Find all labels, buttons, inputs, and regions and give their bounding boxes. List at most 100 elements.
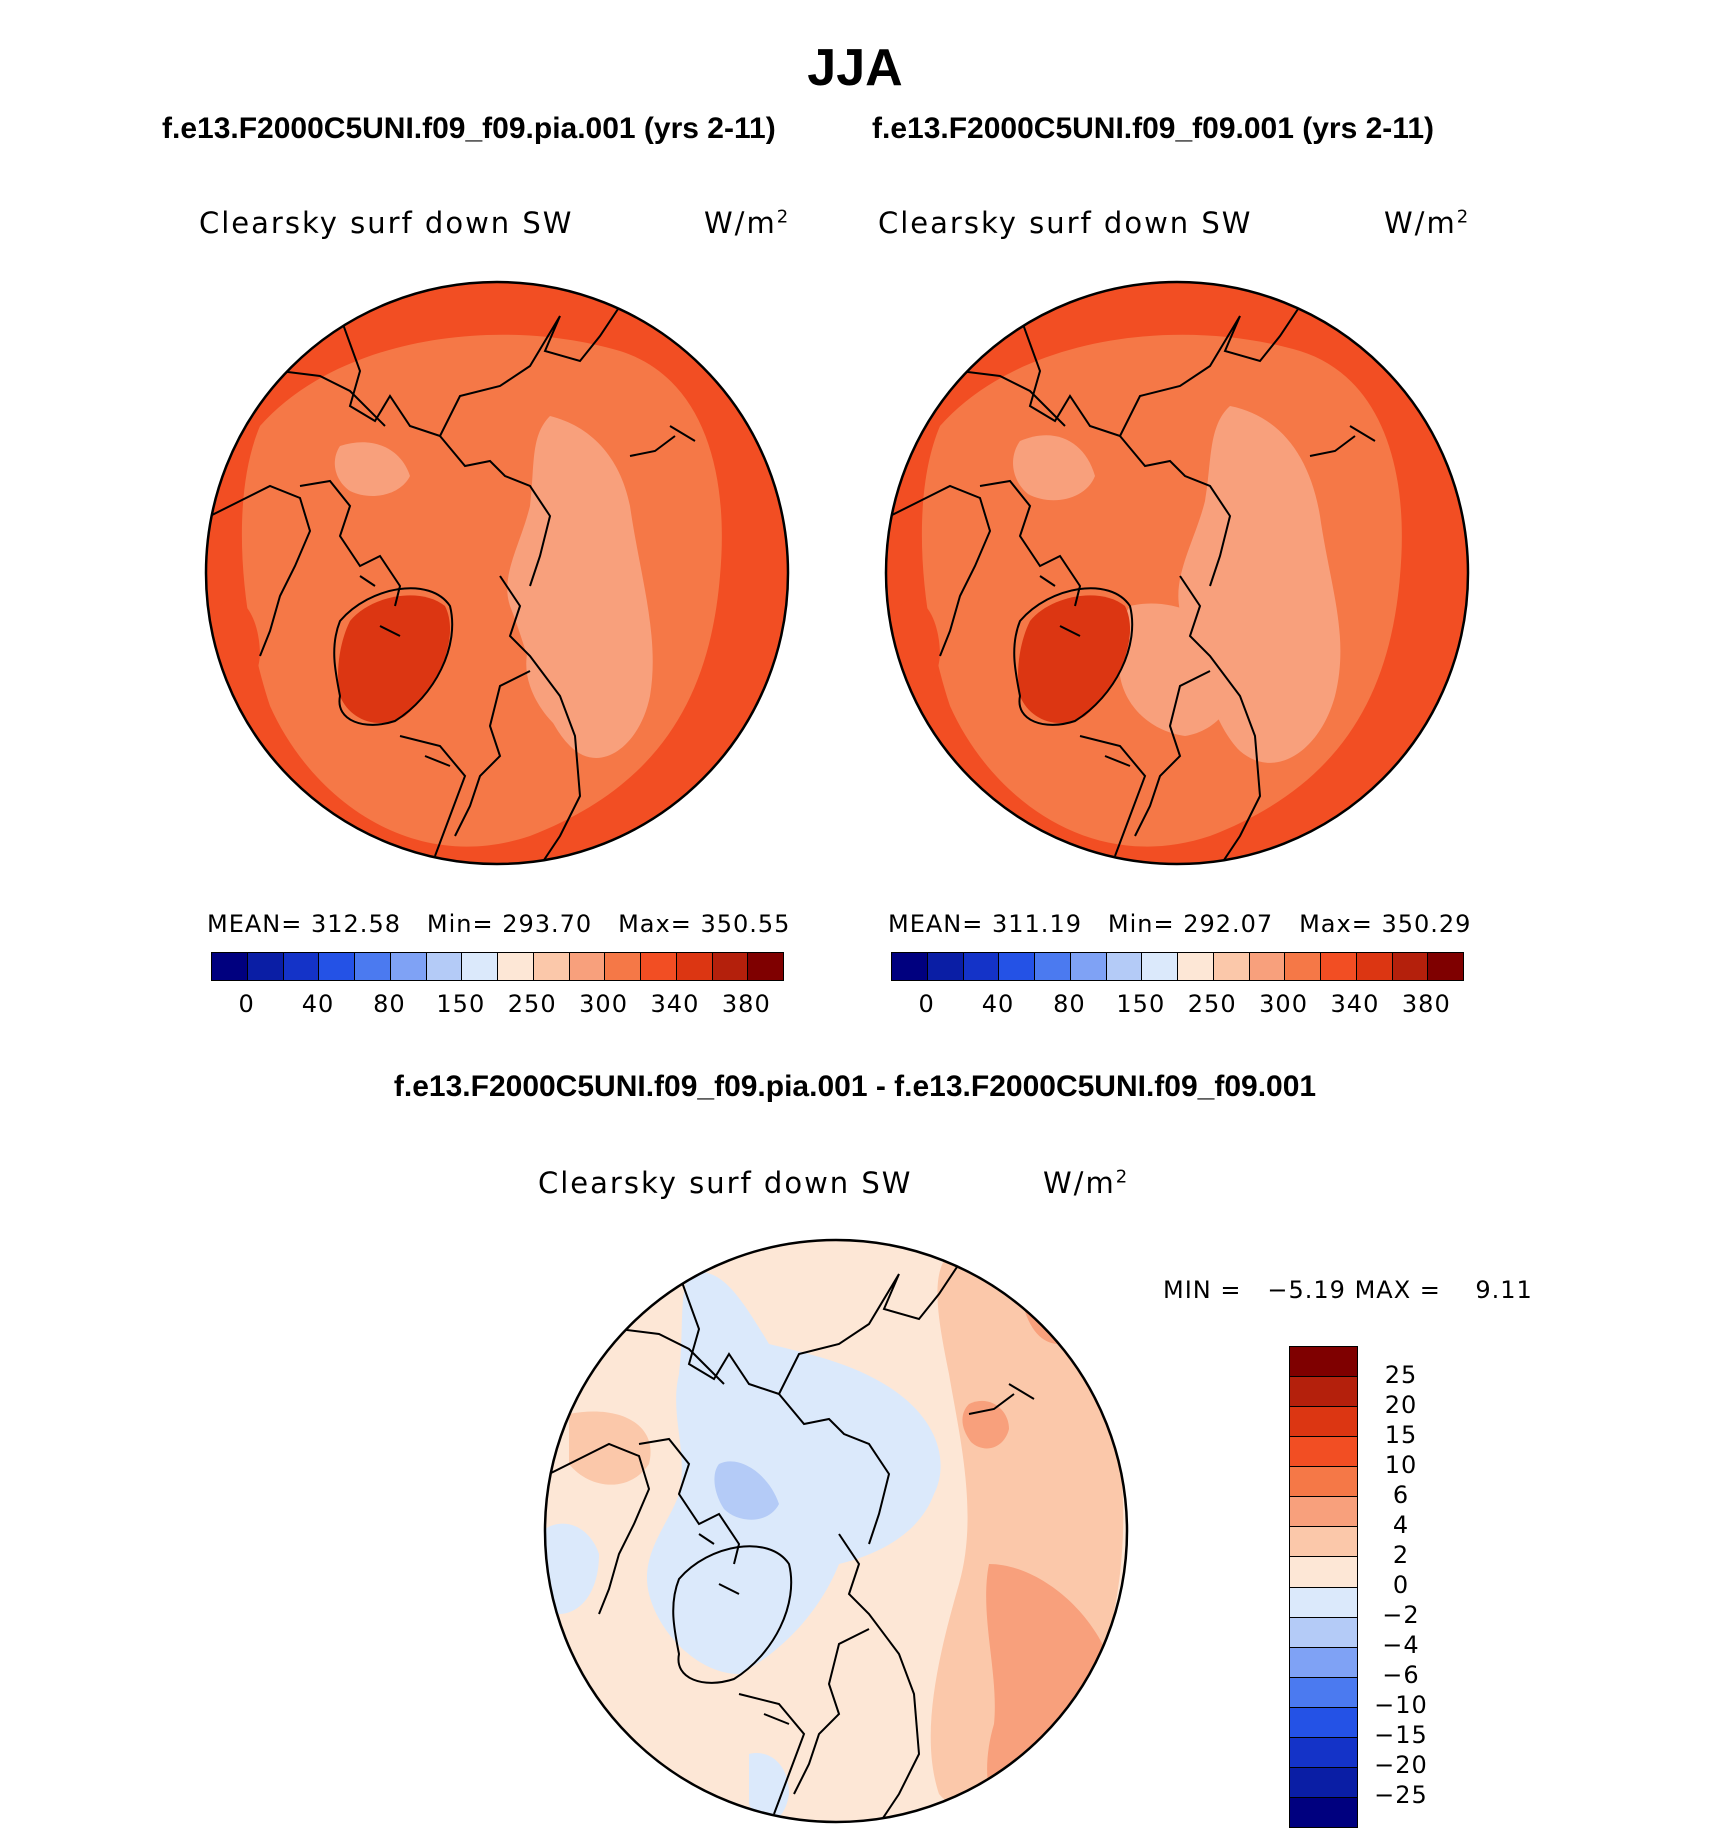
colorbar-swatch bbox=[1290, 1737, 1357, 1768]
colorbar-swatch bbox=[1285, 953, 1321, 980]
colorbar-swatch bbox=[1290, 1647, 1357, 1678]
colorbar-swatch bbox=[1290, 1467, 1357, 1498]
units-label-right: W/m2 bbox=[1384, 206, 1471, 240]
min-label-left: Min= bbox=[426, 910, 494, 938]
colorbar-tick-label: −2 bbox=[1382, 1601, 1420, 1629]
colorbar-tick-label: −25 bbox=[1374, 1781, 1428, 1809]
colorbar-swatch bbox=[533, 953, 570, 980]
colorbar-swatch bbox=[426, 953, 463, 980]
polar-map-difference bbox=[543, 1238, 1129, 1824]
colorbar-ticks-right: 0 40 80 150 250 300 340 380 bbox=[891, 990, 1462, 1020]
diff-max-label: MAX = bbox=[1354, 1276, 1441, 1304]
colorbar-swatch bbox=[712, 953, 749, 980]
diff-max-value: 9.11 bbox=[1475, 1276, 1533, 1304]
colorbar-tick-label: 80 bbox=[1053, 990, 1086, 1018]
colorbar-swatch bbox=[283, 953, 320, 980]
colorbar-tick-label: 380 bbox=[721, 990, 771, 1018]
polar-map-left bbox=[204, 280, 790, 866]
colorbar-tick-label: 150 bbox=[1116, 990, 1166, 1018]
colorbar-swatch bbox=[1290, 1497, 1357, 1528]
colorbar-tick-label: −15 bbox=[1374, 1721, 1428, 1749]
colorbar-swatch bbox=[1290, 1527, 1357, 1558]
colorbar-tick-label: 340 bbox=[650, 990, 700, 1018]
season-title: JJA bbox=[807, 39, 903, 97]
colorbar-right bbox=[891, 952, 1464, 981]
colorbar-swatch bbox=[605, 953, 641, 980]
variable-label-right: Clearsky surf down SW bbox=[878, 206, 1253, 240]
case-title-left: f.e13.F2000C5UNI.f09_f09.pia.001 (yrs 2-… bbox=[162, 112, 776, 145]
colorbar-swatch bbox=[1392, 953, 1429, 980]
colorbar-swatch bbox=[1290, 1797, 1357, 1827]
colorbar-tick-label: 380 bbox=[1401, 990, 1451, 1018]
colorbar-swatch bbox=[1321, 953, 1357, 980]
colorbar-swatch bbox=[1290, 1677, 1357, 1708]
polar-map-right bbox=[884, 280, 1470, 866]
colorbar-swatch bbox=[569, 953, 606, 980]
colorbar-tick-label: 4 bbox=[1392, 1511, 1410, 1539]
colorbar-swatch bbox=[247, 953, 284, 980]
colorbar-tick-label: 15 bbox=[1384, 1421, 1418, 1449]
colorbar-swatch bbox=[1428, 953, 1463, 980]
units-label-diff: W/m2 bbox=[1043, 1166, 1130, 1200]
colorbar-tick-label: −20 bbox=[1374, 1751, 1428, 1779]
colorbar-swatch bbox=[676, 953, 713, 980]
colorbar-swatch bbox=[319, 953, 355, 980]
colorbar-ticks-difference: 25 20 15 10 6 4 2 0 −2 −4 −6 −10 −15 −20 −25 bbox=[1366, 1346, 1436, 1826]
max-value-right: 350.29 bbox=[1381, 910, 1472, 938]
colorbar-swatch bbox=[1290, 1707, 1357, 1738]
colorbar-swatch bbox=[999, 953, 1035, 980]
colorbar-swatch bbox=[748, 953, 783, 980]
colorbar-tick-label: 0 bbox=[1392, 1571, 1410, 1599]
max-label-left: Max= bbox=[618, 910, 692, 938]
colorbar-swatch bbox=[462, 953, 498, 980]
colorbar-swatch bbox=[1356, 953, 1393, 980]
variable-label-diff: Clearsky surf down SW bbox=[538, 1166, 913, 1200]
colorbar-difference bbox=[1289, 1346, 1358, 1828]
colorbar-swatch bbox=[355, 953, 391, 980]
mean-label-right: MEAN= bbox=[888, 910, 984, 938]
colorbar-swatch bbox=[1070, 953, 1107, 980]
colorbar-tick-label: 340 bbox=[1330, 990, 1380, 1018]
colorbar-swatch bbox=[390, 953, 427, 980]
colorbar-swatch bbox=[1290, 1377, 1357, 1408]
colorbar-swatch bbox=[1249, 953, 1286, 980]
colorbar-swatch bbox=[1290, 1347, 1357, 1378]
colorbar-tick-label: 0 bbox=[238, 990, 255, 1018]
mean-value-left: 312.58 bbox=[311, 910, 401, 938]
colorbar-swatch bbox=[1290, 1767, 1357, 1798]
min-value-right: 292.07 bbox=[1183, 910, 1274, 938]
colorbar-tick-label: 6 bbox=[1392, 1481, 1410, 1509]
colorbar-swatch bbox=[1290, 1437, 1357, 1468]
colorbar-tick-label: −6 bbox=[1382, 1661, 1420, 1689]
colorbar-tick-label: 300 bbox=[579, 990, 628, 1018]
diff-min-max: MIN = −5.19 MAX = 9.11 bbox=[1163, 1276, 1533, 1304]
case-title-right: f.e13.F2000C5UNI.f09_f09.001 (yrs 2-11) bbox=[872, 112, 1435, 145]
colorbar-swatch bbox=[963, 953, 1000, 980]
colorbar-swatch bbox=[927, 953, 964, 980]
difference-title: f.e13.F2000C5UNI.f09_f09.pia.001 - f.e13… bbox=[393, 1070, 1317, 1103]
colorbar-tick-label: 250 bbox=[507, 990, 557, 1018]
colorbar-tick-label: 80 bbox=[373, 990, 406, 1018]
colorbar-tick-label: 0 bbox=[918, 990, 935, 1018]
colorbar-swatch bbox=[1290, 1407, 1357, 1438]
colorbar-swatch bbox=[1290, 1587, 1357, 1618]
colorbar-swatch bbox=[212, 953, 248, 980]
colorbar-swatch bbox=[892, 953, 928, 980]
colorbar-swatch bbox=[1213, 953, 1250, 980]
colorbar-left bbox=[211, 952, 784, 981]
mean-label-left: MEAN= bbox=[207, 910, 303, 938]
colorbar-swatch bbox=[1290, 1557, 1357, 1588]
min-label-right: Min= bbox=[1107, 910, 1175, 938]
mean-value-right: 311.19 bbox=[992, 910, 1082, 938]
colorbar-tick-label: 250 bbox=[1187, 990, 1237, 1018]
colorbar-swatch bbox=[641, 953, 677, 980]
diff-min-value: −5.19 bbox=[1267, 1276, 1346, 1304]
colorbar-tick-label: 150 bbox=[436, 990, 486, 1018]
colorbar-swatch bbox=[498, 953, 534, 980]
colorbar-swatch bbox=[1142, 953, 1178, 980]
colorbar-tick-label: 2 bbox=[1392, 1541, 1410, 1569]
colorbar-tick-label: −10 bbox=[1374, 1691, 1428, 1719]
variable-label-left: Clearsky surf down SW bbox=[199, 206, 574, 240]
min-value-left: 293.70 bbox=[502, 910, 593, 938]
stats-right: MEAN= 311.19 Min= 292.07 Max= 350.29 bbox=[888, 910, 1471, 938]
